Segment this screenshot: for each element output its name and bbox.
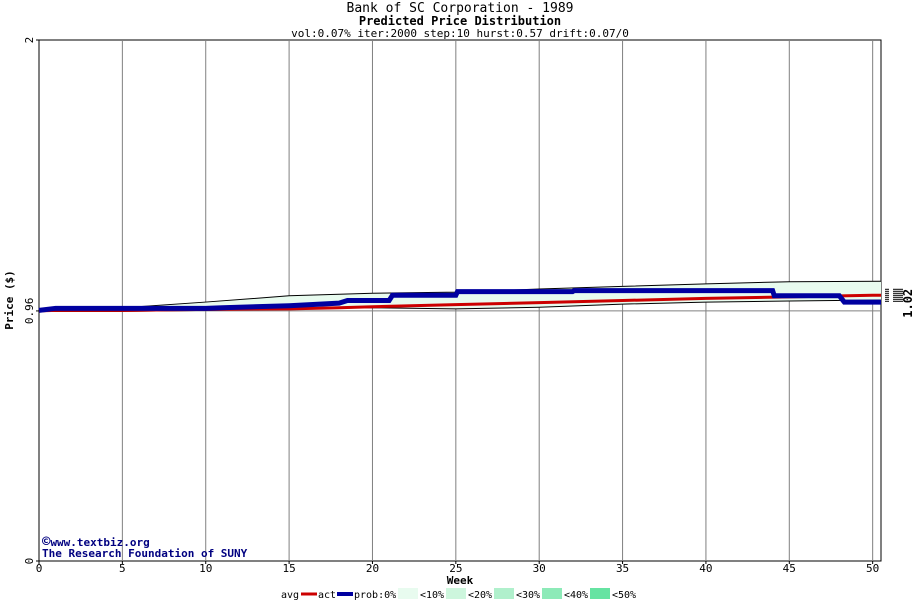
x-tick-label: 40	[699, 562, 712, 575]
legend-band-label: <20%	[468, 590, 492, 600]
y-tick-label: 2	[23, 37, 36, 44]
chart-subtitle: Predicted Price Distribution	[359, 14, 561, 28]
x-tick-label: 30	[533, 562, 546, 575]
x-tick-label: 20	[366, 562, 379, 575]
legend-band-label: <50%	[612, 590, 636, 600]
x-tick-label: 10	[199, 562, 212, 575]
y-tick-label: 0	[23, 558, 36, 565]
chart-title: Bank of SC Corporation - 1989	[347, 1, 574, 16]
x-tick-label: 45	[783, 562, 796, 575]
x-tick-label: 15	[282, 562, 295, 575]
legend-band-swatch	[398, 588, 418, 599]
y-axis-label: Price ($)	[3, 270, 16, 330]
legend-act-label: act	[318, 590, 336, 600]
legend-bands: <10% <20% <30% <40% <50%	[398, 588, 636, 600]
legend-band-swatch	[542, 588, 562, 599]
legend-band-swatch	[446, 588, 466, 599]
simulation-params: vol:0.07% iter:2000 step:10 hurst:0.57 d…	[291, 27, 629, 40]
legend-avg-label: avg	[281, 590, 299, 600]
legend-band-swatch	[590, 588, 610, 599]
x-axis-label: Week	[447, 574, 474, 587]
legend-band-label: <10%	[420, 590, 444, 600]
series-lines	[38, 288, 881, 313]
distribution-marks	[885, 288, 903, 302]
y-tick-label: 0.96	[23, 298, 36, 325]
credit-url: www.textbiz.org	[50, 536, 149, 549]
series-line-act	[38, 288, 881, 313]
x-tick-label: 35	[616, 562, 629, 575]
x-tick-label: 5	[119, 562, 126, 575]
actual-price-label: 1.02	[901, 289, 915, 318]
legend-band-label: <40%	[564, 590, 588, 600]
x-tick-label: 0	[36, 562, 43, 575]
legend-prob-label: prob:0%	[354, 590, 396, 600]
legend-band-label: <30%	[516, 590, 540, 600]
copyright-symbol: ©	[42, 534, 51, 550]
y-axis-ticks: 0 0.96 2	[23, 37, 39, 565]
credit-org: The Research Foundation of SUNY	[42, 547, 248, 560]
x-axis-ticks: 0 5 10 15 20 25 30 35 40 45 50	[36, 561, 879, 575]
credit-copyright: ©www.textbiz.org	[42, 534, 150, 550]
x-tick-label: 50	[866, 562, 879, 575]
legend: avg act prob:0% <10% <20% <30% <40% <50%	[281, 588, 636, 600]
x-tick-label: 25	[449, 562, 462, 575]
legend-band-swatch	[494, 588, 514, 599]
